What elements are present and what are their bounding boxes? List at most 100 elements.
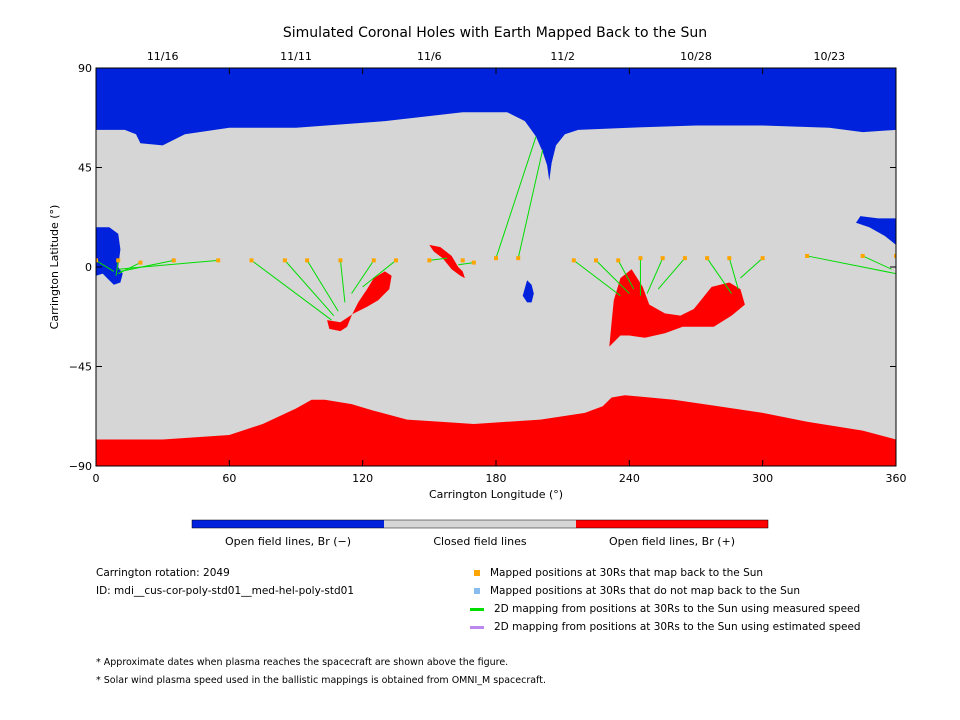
x-tick-label: 180 xyxy=(486,472,507,485)
legend-measured-speed: 2D mapping from positions at 30Rs to the… xyxy=(470,603,861,615)
mapping-line xyxy=(517,149,544,259)
x-axis-label: Carrington Longitude (°) xyxy=(429,488,563,501)
colorbar-label: Open field lines, Br (−) xyxy=(225,535,351,548)
top-date-label: 11/11 xyxy=(280,50,312,63)
mapping-line xyxy=(96,259,115,272)
legend-measured-speed-label: 2D mapping from positions at 30Rs to the… xyxy=(494,603,861,615)
mapped-point xyxy=(460,258,465,263)
mapped-point xyxy=(705,256,710,261)
x-tick-label: 60 xyxy=(222,472,236,485)
mapping-line xyxy=(595,260,630,294)
region-hole-pos-b xyxy=(429,244,465,279)
plot-area xyxy=(96,68,896,466)
chart-title: Simulated Coronal Holes with Earth Mappe… xyxy=(283,25,707,41)
mapped-point xyxy=(638,256,643,261)
mapped-point xyxy=(616,258,621,263)
colorbar-label: Closed field lines xyxy=(433,535,527,548)
x-tick-label: 300 xyxy=(752,472,773,485)
top-date-labels: 11/16 11/11 11/6 11/2 10/28 10/23 xyxy=(147,50,845,63)
lightblue-square-marker xyxy=(474,588,480,594)
mapped-point xyxy=(394,258,398,263)
mapping-line xyxy=(646,257,664,294)
orange-square-marker xyxy=(474,570,480,576)
mapped-point xyxy=(860,253,865,258)
mapping-line xyxy=(740,257,764,279)
mapped-point xyxy=(249,258,254,263)
mapping-line xyxy=(495,136,537,259)
mapping-line xyxy=(284,260,335,316)
legend-not-mapped: Mapped positions at 30Rs that do not map… xyxy=(474,585,800,597)
top-date-label: 10/23 xyxy=(813,50,845,63)
y-axis-label: Carrington Latitude (°) xyxy=(48,205,61,330)
region-hole-neg-small xyxy=(522,280,534,303)
mapped-point xyxy=(96,258,98,263)
y-tick-label: −90 xyxy=(69,460,92,473)
mapped-point xyxy=(371,258,376,263)
legend-mapped-back-label: Mapped positions at 30Rs that map back t… xyxy=(490,567,764,579)
legend-not-mapped-label: Mapped positions at 30Rs that do not map… xyxy=(490,585,801,597)
mapped-point xyxy=(305,258,310,263)
mapping-line xyxy=(657,257,686,290)
coronal-hole-regions xyxy=(96,68,896,466)
mapped-point xyxy=(116,258,121,263)
mapping-line xyxy=(362,259,397,288)
mapped-point xyxy=(682,256,687,261)
closed-field-background xyxy=(96,68,896,466)
legend-estimated-speed-label: 2D mapping from positions at 30Rs to the… xyxy=(494,621,861,633)
colorbar: Open field lines, Br (−) Closed field lin… xyxy=(191,519,769,548)
y-axis-ticks: 90 45 0 −45 −90 xyxy=(69,62,896,473)
mapped-point xyxy=(338,258,343,263)
mapped-point xyxy=(760,256,765,261)
model-id: ID: mdi__cus-cor-poly-std01__med-hel-pol… xyxy=(96,585,355,597)
x-tick-label: 0 xyxy=(93,472,100,485)
mapped-point xyxy=(494,256,498,261)
region-south-polar-positive xyxy=(96,395,896,466)
purple-line-marker xyxy=(470,625,484,629)
mapping-line xyxy=(458,262,474,266)
region-hole-pos-c xyxy=(609,269,745,347)
colorbar-label: Open field lines, Br (+) xyxy=(609,535,735,548)
colorbar-frame xyxy=(191,519,769,529)
mapping-lines xyxy=(96,136,896,321)
mapping-line xyxy=(429,257,448,261)
mapped-point xyxy=(571,258,576,263)
y-tick-label: 0 xyxy=(85,261,92,274)
colorbar-segment xyxy=(192,520,384,528)
mapping-line xyxy=(351,260,375,294)
mapped-point xyxy=(594,258,598,263)
x-tick-label: 240 xyxy=(619,472,640,485)
top-date-label: 11/6 xyxy=(417,50,442,63)
mapped-point xyxy=(660,256,665,261)
mapped-point xyxy=(727,256,732,261)
colorbar-segment xyxy=(384,520,576,528)
mapped-point xyxy=(427,258,432,263)
y-tick-label: 45 xyxy=(78,162,92,175)
mapping-line xyxy=(306,260,339,312)
green-line-marker xyxy=(470,607,484,611)
top-date-label: 11/2 xyxy=(550,50,575,63)
mapped-points xyxy=(96,253,896,265)
mapping-line xyxy=(617,260,635,290)
mapped-point xyxy=(282,258,287,263)
mapping-line xyxy=(862,255,892,270)
region-north-polar-negative xyxy=(96,68,896,181)
top-date-label: 11/16 xyxy=(147,50,179,63)
colorbar-segment xyxy=(576,520,768,528)
top-date-label: 10/28 xyxy=(680,50,712,63)
mapping-line xyxy=(251,259,332,321)
x-tick-label: 120 xyxy=(352,472,373,485)
y-tick-label: 90 xyxy=(78,62,92,75)
y-tick-label: −45 xyxy=(69,361,92,374)
mapping-line xyxy=(120,259,174,272)
mapped-point xyxy=(171,258,176,263)
x-axis-ticks: 0 60 120 180 240 300 360 xyxy=(93,68,907,485)
mapped-point xyxy=(471,260,476,265)
carrington-rotation: Carrington rotation: 2049 xyxy=(96,567,230,579)
mapped-point xyxy=(805,253,810,258)
mapping-line xyxy=(706,257,732,294)
footnote-speed: * Solar wind plasma speed used in the ba… xyxy=(96,675,546,686)
mapping-line xyxy=(339,260,346,303)
mapped-point xyxy=(516,256,521,261)
legend-mapped-back: Mapped positions at 30Rs that map back t… xyxy=(474,567,763,579)
